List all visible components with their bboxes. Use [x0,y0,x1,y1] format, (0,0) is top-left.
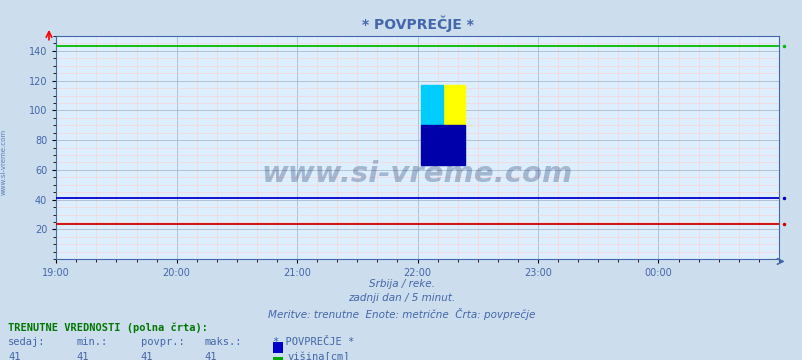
Text: 41: 41 [140,352,153,360]
Bar [443,85,464,125]
Text: maks.:: maks.: [205,337,242,347]
Text: povpr.:: povpr.: [140,337,184,347]
Text: Srbija / reke.: Srbija / reke. [368,279,434,289]
Text: 41: 41 [76,352,89,360]
Text: 41: 41 [205,352,217,360]
Text: sedaj:: sedaj: [8,337,46,347]
Title: * POVPREČJE *: * POVPREČJE * [361,15,473,32]
Text: www.si-vreme.com: www.si-vreme.com [1,129,7,195]
Text: * POVPREČJE *: * POVPREČJE * [273,337,354,347]
Text: višina[cm]: višina[cm] [287,352,350,360]
Text: www.si-vreme.com: www.si-vreme.com [261,161,573,188]
Bar [420,125,464,166]
Text: min.:: min.: [76,337,107,347]
Text: 41: 41 [8,352,21,360]
Text: TRENUTNE VREDNOSTI (polna črta):: TRENUTNE VREDNOSTI (polna črta): [8,322,208,333]
Bar [420,85,443,125]
Text: Meritve: trenutne  Enote: metrične  Črta: povprečje: Meritve: trenutne Enote: metrične Črta: … [268,308,534,320]
Text: zadnji dan / 5 minut.: zadnji dan / 5 minut. [347,293,455,303]
